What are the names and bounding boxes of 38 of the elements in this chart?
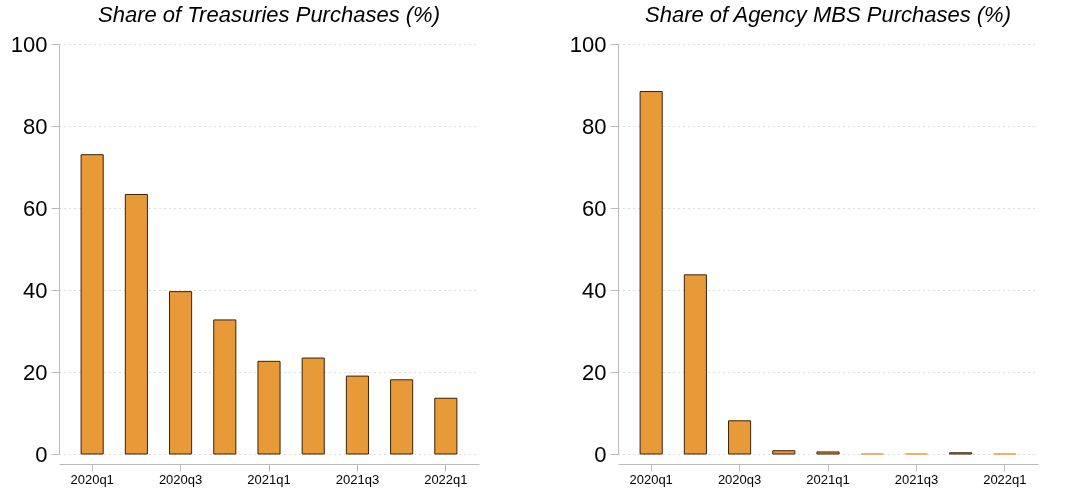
bar <box>390 379 414 455</box>
y-tick-label: 100 <box>569 31 607 57</box>
bar <box>169 291 193 455</box>
x-tick-label: 2020q1 <box>629 471 673 487</box>
bar <box>80 154 104 455</box>
bar <box>772 450 796 455</box>
x-tick-label: 2020q3 <box>158 471 203 487</box>
x-tick-label: 2022q1 <box>424 471 468 487</box>
y-tick-label: 40 <box>23 277 48 303</box>
bar <box>728 420 752 455</box>
bar <box>301 357 325 455</box>
y-tick-label: 80 <box>582 113 607 139</box>
bar <box>816 451 840 455</box>
x-tick-label: 2021q3 <box>894 471 939 487</box>
bar <box>257 360 281 455</box>
x-tick-label: 2020q3 <box>717 471 762 487</box>
y-tick-label: 0 <box>35 441 48 467</box>
x-tick-label: 2021q1 <box>247 471 291 487</box>
bar <box>213 319 237 455</box>
bar <box>434 397 458 455</box>
y-tick-label: 20 <box>23 359 48 385</box>
y-tick-label: 40 <box>582 277 607 303</box>
x-tick-label: 2021q3 <box>335 471 380 487</box>
bar <box>124 193 148 455</box>
y-tick-label: 100 <box>10 31 48 57</box>
y-tick-label: 0 <box>594 441 607 467</box>
bar <box>639 91 663 455</box>
x-tick-label: 2021q1 <box>806 471 850 487</box>
x-tick-label: 2020q1 <box>70 471 114 487</box>
bar <box>683 274 707 455</box>
y-tick-label: 80 <box>23 113 48 139</box>
y-tick-label: 60 <box>23 195 48 221</box>
bar <box>345 375 369 455</box>
y-tick-label: 20 <box>582 359 607 385</box>
chart-title: Share of Treasuries Purchases (%) <box>98 2 440 27</box>
chart-title: Share of Agency MBS Purchases (%) <box>644 2 1012 27</box>
y-tick-label: 60 <box>582 195 607 221</box>
x-tick-label: 2022q1 <box>983 471 1027 487</box>
